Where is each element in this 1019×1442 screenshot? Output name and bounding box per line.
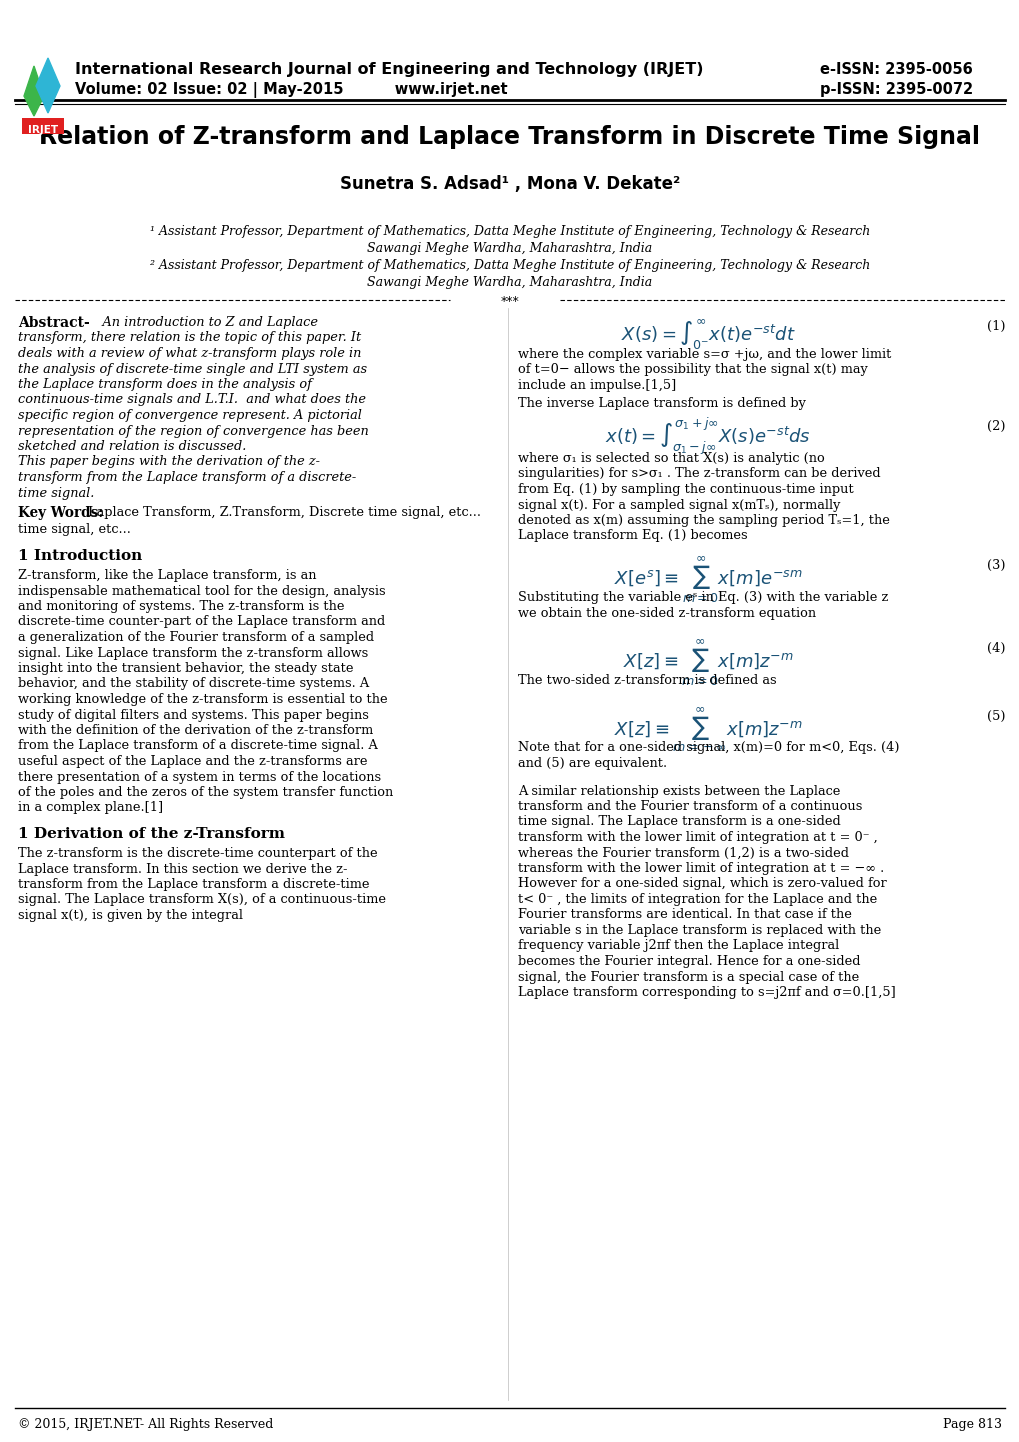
- Text: IRJET: IRJET: [28, 125, 58, 136]
- Text: transform from the Laplace transform of a discrete-: transform from the Laplace transform of …: [18, 472, 356, 485]
- Text: becomes the Fourier integral. Hence for a one-sided: becomes the Fourier integral. Hence for …: [518, 955, 860, 968]
- Text: The inverse Laplace transform is defined by: The inverse Laplace transform is defined…: [518, 397, 805, 410]
- Text: useful aspect of the Laplace and the z-transforms are: useful aspect of the Laplace and the z-t…: [18, 756, 367, 769]
- Text: representation of the region of convergence has been: representation of the region of converge…: [18, 424, 369, 437]
- Text: from the Laplace transform of a discrete-time signal. A: from the Laplace transform of a discrete…: [18, 740, 377, 753]
- Text: (2): (2): [986, 420, 1005, 433]
- Text: and (5) are equivalent.: and (5) are equivalent.: [518, 757, 666, 770]
- FancyBboxPatch shape: [22, 118, 64, 134]
- Text: working knowledge of the z-transform is essential to the: working knowledge of the z-transform is …: [18, 694, 387, 707]
- Text: indispensable mathematical tool for the design, analysis: indispensable mathematical tool for the …: [18, 584, 385, 597]
- Text: specific region of convergence represent. A pictorial: specific region of convergence represent…: [18, 410, 362, 423]
- Text: transform from the Laplace transform a discrete-time: transform from the Laplace transform a d…: [18, 878, 369, 891]
- Text: Z-transform, like the Laplace transform, is an: Z-transform, like the Laplace transform,…: [18, 570, 316, 583]
- Text: time signal, etc...: time signal, etc...: [18, 523, 130, 536]
- Text: the analysis of discrete-time single and LTI system as: the analysis of discrete-time single and…: [18, 362, 367, 375]
- Text: ² Assistant Professor, Department of Mathematics, Datta Meghe Institute of Engin: ² Assistant Professor, Department of Mat…: [150, 260, 869, 273]
- Text: $X[z] \equiv \sum_{m=-\infty}^{\infty} x[m]z^{-m}$: $X[z] \equiv \sum_{m=-\infty}^{\infty} x…: [613, 705, 802, 754]
- Text: deals with a review of what z-transform plays role in: deals with a review of what z-transform …: [18, 348, 361, 360]
- Text: signal x(t). For a sampled signal x(mTₛ), normally: signal x(t). For a sampled signal x(mTₛ)…: [518, 499, 840, 512]
- Text: t< 0⁻ , the limits of integration for the Laplace and the: t< 0⁻ , the limits of integration for th…: [518, 893, 876, 906]
- Text: Key Words:: Key Words:: [18, 506, 103, 521]
- Text: Laplace transform corresponding to s=j2πf and σ=0.[1,5]: Laplace transform corresponding to s=j2π…: [518, 986, 895, 999]
- Text: study of digital filters and systems. This paper begins: study of digital filters and systems. Th…: [18, 708, 369, 721]
- Polygon shape: [24, 66, 44, 115]
- Text: frequency variable j2πf then the Laplace integral: frequency variable j2πf then the Laplace…: [518, 940, 839, 953]
- Text: The two-sided z-transform is defined as: The two-sided z-transform is defined as: [518, 673, 775, 686]
- Text: ¹ Assistant Professor, Department of Mathematics, Datta Meghe Institute of Engin: ¹ Assistant Professor, Department of Mat…: [150, 225, 869, 238]
- Text: signal. The Laplace transform X(s), of a continuous-time: signal. The Laplace transform X(s), of a…: [18, 894, 385, 907]
- Text: Laplace Transform, Z.Transform, Discrete time signal, etc...: Laplace Transform, Z.Transform, Discrete…: [84, 506, 481, 519]
- Text: A similar relationship exists between the Laplace: A similar relationship exists between th…: [518, 784, 840, 797]
- Text: sketched and relation is discussed.: sketched and relation is discussed.: [18, 440, 247, 453]
- Text: Page 813: Page 813: [943, 1417, 1001, 1430]
- Text: (5): (5): [986, 709, 1005, 722]
- Text: time signal.: time signal.: [18, 486, 95, 499]
- Text: the Laplace transform does in the analysis of: the Laplace transform does in the analys…: [18, 378, 312, 391]
- Polygon shape: [36, 58, 60, 112]
- Text: Laplace transform Eq. (1) becomes: Laplace transform Eq. (1) becomes: [518, 529, 747, 542]
- Text: Sunetra S. Adsad¹ , Mona V. Dekate²: Sunetra S. Adsad¹ , Mona V. Dekate²: [339, 174, 680, 193]
- Text: The z-transform is the discrete-time counterpart of the: The z-transform is the discrete-time cou…: [18, 846, 377, 859]
- Text: An introduction to Z and Laplace: An introduction to Z and Laplace: [86, 316, 318, 329]
- Text: denoted as x(m) assuming the sampling period Tₛ=1, the: denoted as x(m) assuming the sampling pe…: [518, 513, 889, 526]
- Text: (4): (4): [986, 642, 1005, 655]
- Text: © 2015, IRJET.NET- All Rights Reserved: © 2015, IRJET.NET- All Rights Reserved: [18, 1417, 273, 1430]
- Text: (3): (3): [986, 559, 1005, 572]
- Text: whereas the Fourier transform (1,2) is a two-sided: whereas the Fourier transform (1,2) is a…: [518, 846, 848, 859]
- Text: of t=0− allows the possibility that the signal x(t) may: of t=0− allows the possibility that the …: [518, 363, 867, 376]
- Text: Abstract-: Abstract-: [18, 316, 90, 330]
- Text: e-ISSN: 2395-0056: e-ISSN: 2395-0056: [819, 62, 972, 76]
- Text: Relation of Z-transform and Laplace Transform in Discrete Time Signal: Relation of Z-transform and Laplace Tran…: [40, 125, 979, 149]
- Text: 1 Introduction: 1 Introduction: [18, 549, 142, 562]
- Text: discrete-time counter-part of the Laplace transform and: discrete-time counter-part of the Laplac…: [18, 616, 385, 629]
- Text: continuous-time signals and L.T.I.  and what does the: continuous-time signals and L.T.I. and w…: [18, 394, 366, 407]
- Text: ***: ***: [500, 294, 519, 307]
- Text: International Research Journal of Engineering and Technology (IRJET): International Research Journal of Engine…: [75, 62, 703, 76]
- Text: Fourier transforms are identical. In that case if the: Fourier transforms are identical. In tha…: [518, 908, 851, 921]
- Text: Substituting the variable eˢ in Eq. (3) with the variable z: Substituting the variable eˢ in Eq. (3) …: [518, 591, 888, 604]
- Text: in a complex plane.[1]: in a complex plane.[1]: [18, 802, 163, 815]
- Text: and monitoring of systems. The z-transform is the: and monitoring of systems. The z-transfo…: [18, 600, 344, 613]
- Text: signal x(t), is given by the integral: signal x(t), is given by the integral: [18, 908, 243, 921]
- Text: a generalization of the Fourier transform of a sampled: a generalization of the Fourier transfor…: [18, 632, 374, 645]
- Text: where σ₁ is selected so that X(s) is analytic (no: where σ₁ is selected so that X(s) is ana…: [518, 451, 824, 464]
- Text: signal, the Fourier transform is a special case of the: signal, the Fourier transform is a speci…: [518, 970, 858, 983]
- Text: singularities) for s>σ₁ . The z-transform can be derived: singularities) for s>σ₁ . The z-transfor…: [518, 467, 879, 480]
- Text: Note that for a one-sided signal, x(m)=0 for m<0, Eqs. (4): Note that for a one-sided signal, x(m)=0…: [518, 741, 899, 754]
- Text: behavior, and the stability of discrete-time systems. A: behavior, and the stability of discrete-…: [18, 678, 369, 691]
- Text: transform and the Fourier transform of a continuous: transform and the Fourier transform of a…: [518, 800, 861, 813]
- Text: 1 Derivation of the z-Transform: 1 Derivation of the z-Transform: [18, 828, 284, 841]
- Text: insight into the transient behavior, the steady state: insight into the transient behavior, the…: [18, 662, 354, 675]
- Text: there presentation of a system in terms of the locations: there presentation of a system in terms …: [18, 770, 381, 783]
- Text: Sawangi Meghe Wardha, Maharashtra, India: Sawangi Meghe Wardha, Maharashtra, India: [367, 275, 652, 288]
- Text: from Eq. (1) by sampling the continuous-time input: from Eq. (1) by sampling the continuous-…: [518, 483, 853, 496]
- Text: transform with the lower limit of integration at t = −∞ .: transform with the lower limit of integr…: [518, 862, 883, 875]
- Text: This paper begins with the derivation of the z-: This paper begins with the derivation of…: [18, 456, 320, 469]
- Text: we obtain the one-sided z-transform equation: we obtain the one-sided z-transform equa…: [518, 607, 815, 620]
- Text: transform, there relation is the topic of this paper. It: transform, there relation is the topic o…: [18, 332, 361, 345]
- Text: include an impulse.[1,5]: include an impulse.[1,5]: [518, 379, 676, 392]
- Text: p-ISSN: 2395-0072: p-ISSN: 2395-0072: [819, 82, 972, 97]
- Text: $X(s) = \int_{0^{-}}^{\infty} x(t)e^{-st}dt$: $X(s) = \int_{0^{-}}^{\infty} x(t)e^{-st…: [620, 319, 795, 352]
- Text: $x(t) = \int_{\sigma_1-j\infty}^{\sigma_1+j\infty} X(s)e^{-st}ds$: $x(t) = \int_{\sigma_1-j\infty}^{\sigma_…: [604, 415, 810, 457]
- Text: $X[e^s] \equiv \sum_{m=0}^{\infty} x[m]e^{-sm}$: $X[e^s] \equiv \sum_{m=0}^{\infty} x[m]e…: [613, 555, 802, 606]
- Text: time signal. The Laplace transform is a one-sided: time signal. The Laplace transform is a …: [518, 816, 840, 829]
- Text: variable s in the Laplace transform is replaced with the: variable s in the Laplace transform is r…: [518, 924, 880, 937]
- Text: Laplace transform. In this section we derive the z-: Laplace transform. In this section we de…: [18, 862, 347, 875]
- Text: where the complex variable s=σ +jω, and the lower limit: where the complex variable s=σ +jω, and …: [518, 348, 891, 360]
- Text: of the poles and the zeros of the system transfer function: of the poles and the zeros of the system…: [18, 786, 393, 799]
- Text: Volume: 02 Issue: 02 | May-2015          www.irjet.net: Volume: 02 Issue: 02 | May-2015 www.irje…: [75, 82, 507, 98]
- Text: signal. Like Laplace transform the z-transform allows: signal. Like Laplace transform the z-tra…: [18, 646, 368, 659]
- Text: with the definition of the derivation of the z-transform: with the definition of the derivation of…: [18, 724, 373, 737]
- Text: $X[z] \equiv \sum_{m=0}^{\infty} x[m]z^{-m}$: $X[z] \equiv \sum_{m=0}^{\infty} x[m]z^{…: [622, 637, 793, 688]
- Text: (1): (1): [986, 320, 1005, 333]
- Text: transform with the lower limit of integration at t = 0⁻ ,: transform with the lower limit of integr…: [518, 831, 877, 844]
- Text: However for a one-sided signal, which is zero-valued for: However for a one-sided signal, which is…: [518, 878, 886, 891]
- Text: Sawangi Meghe Wardha, Maharashtra, India: Sawangi Meghe Wardha, Maharashtra, India: [367, 242, 652, 255]
